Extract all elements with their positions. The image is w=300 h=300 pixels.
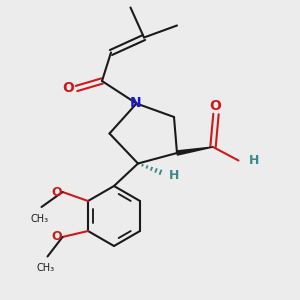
Text: H: H <box>169 169 179 182</box>
Text: O: O <box>62 82 74 95</box>
Text: H: H <box>249 154 259 167</box>
Text: O: O <box>51 230 62 244</box>
Text: O: O <box>209 100 221 113</box>
Text: N: N <box>130 96 142 110</box>
Text: CH₃: CH₃ <box>31 214 49 224</box>
Text: CH₃: CH₃ <box>37 263 55 273</box>
Polygon shape <box>177 147 213 155</box>
Text: O: O <box>51 185 62 199</box>
